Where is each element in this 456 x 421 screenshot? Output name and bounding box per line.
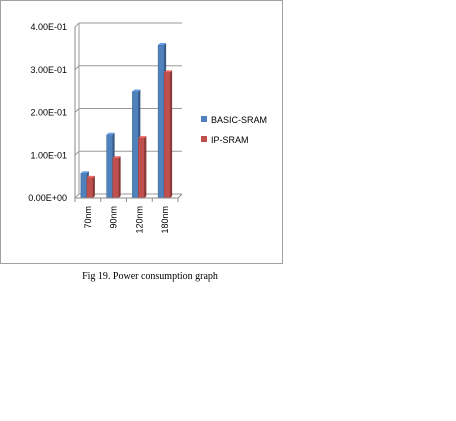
legend-label: IP-SRAM (211, 135, 249, 145)
bar-top (138, 136, 147, 139)
bar-ip-sram-180nm (163, 70, 173, 199)
chart-area: 0.00E+00 1.00E-01 2.00E-01 3.00E-01 4.00E-01… (0, 0, 283, 264)
legend: BASIC-SRAM IP-SRAM (201, 115, 267, 145)
chart-border (0, 0, 283, 264)
power-consumption-chart: 0.00E+00 1.00E-01 2.00E-01 3.00E-01 4.00E-01… (0, 0, 283, 264)
bar-top (80, 171, 89, 174)
bar-side (170, 70, 173, 198)
legend-swatch (201, 116, 207, 122)
bar-side (92, 175, 95, 198)
y-tick-label: 1.00E-01 (30, 150, 67, 160)
bar-top (86, 175, 95, 178)
x-tick-label: 180nm (160, 206, 170, 234)
y-tick-label: 0.00E+00 (28, 193, 67, 203)
x-tick-label: 70nm (83, 206, 93, 229)
bar-front (80, 172, 88, 199)
bar-front (112, 157, 119, 199)
x-tick-label: 120nm (134, 206, 144, 234)
bars (80, 42, 173, 199)
bar-front (163, 72, 171, 199)
bar-ip-sram-70nm (86, 175, 95, 199)
bar-top (106, 132, 115, 135)
x-tick-label: 90nm (109, 206, 119, 229)
bar-front (157, 44, 165, 199)
bar-ip-sram-90nm (112, 156, 121, 199)
gridline-depth (74, 193, 80, 199)
bar-front (86, 177, 94, 199)
bar-front (106, 134, 113, 199)
x-axis-depth (177, 193, 183, 199)
bar-front (132, 91, 139, 199)
bar-front (138, 137, 145, 199)
legend-label: BASIC-SRAM (211, 115, 267, 125)
gridline-depth (74, 22, 80, 28)
bar-side (144, 136, 147, 198)
axes: 0.00E+00 1.00E-01 2.00E-01 3.00E-01 4.00E-01… (28, 22, 183, 234)
gridline-depth (74, 65, 80, 71)
bar-side (118, 156, 121, 198)
bar-top (112, 156, 121, 159)
y-tick-label: 4.00E-01 (30, 22, 67, 32)
figure-caption: Fig 19. Power consumption graph (82, 271, 218, 282)
y-tick-label: 3.00E-01 (30, 65, 67, 75)
y-tick-label: 2.00E-01 (30, 108, 67, 118)
bar-top (132, 89, 141, 92)
bar-top (158, 42, 167, 45)
legend-swatch (201, 136, 207, 142)
bar-top (164, 70, 173, 73)
gridline-depth (74, 150, 80, 156)
bar-ip-sram-120nm (138, 136, 147, 199)
gridline-depth (74, 108, 80, 113)
